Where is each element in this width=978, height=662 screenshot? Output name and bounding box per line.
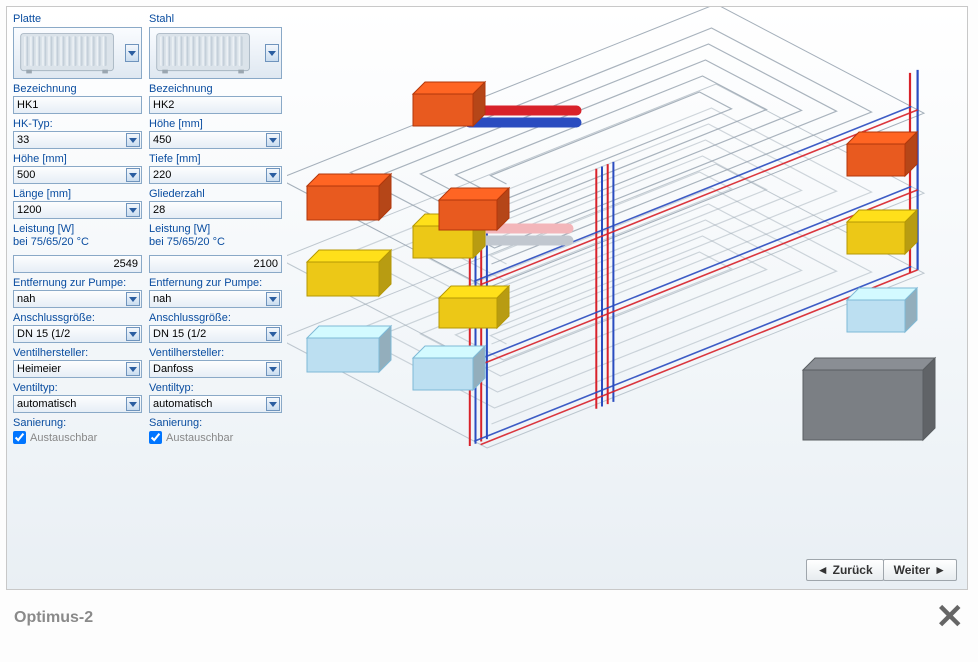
sanierung-label: Sanierung: [13, 417, 142, 429]
field-label: HK-Typ: [13, 118, 142, 130]
app-frame: Platte Bezeichnung HK-Typ: Höhe [mm] Län… [6, 6, 968, 590]
ventiltyp-label: Ventiltyp: [13, 382, 142, 394]
leistung-label: Leistung [W] [149, 223, 282, 235]
field-2-select[interactable] [13, 201, 142, 219]
field-1-select[interactable] [149, 166, 282, 184]
leistung-sub-label: bei 75/65/20 °C [149, 236, 282, 248]
hersteller-select[interactable] [13, 360, 142, 378]
field-label: Tiefe [mm] [149, 153, 282, 165]
ventiltyp-select[interactable] [13, 395, 142, 413]
radiator-column-1: Platte Bezeichnung HK-Typ: Höhe [mm] Län… [7, 7, 147, 589]
hersteller-label: Ventilhersteller: [149, 347, 282, 359]
field-1-select[interactable] [13, 166, 142, 184]
leistung-input[interactable] [149, 255, 282, 273]
bezeichnung-input[interactable] [149, 96, 282, 114]
field-label: Länge [mm] [13, 188, 142, 200]
radiator-type-dropdown[interactable] [265, 44, 279, 62]
anschluss-select[interactable] [149, 325, 282, 343]
heating-diagram [287, 7, 967, 589]
field-0-select[interactable] [13, 131, 142, 149]
radiator-thumb[interactable] [149, 27, 282, 79]
field-label: Höhe [mm] [13, 153, 142, 165]
radiator-type-dropdown[interactable] [125, 44, 139, 62]
entfernung-select[interactable] [13, 290, 142, 308]
entfernung-select[interactable] [149, 290, 282, 308]
anschluss-label: Anschlussgröße: [149, 312, 282, 324]
next-button[interactable]: Weiter ► [883, 559, 957, 581]
hersteller-select[interactable] [149, 360, 282, 378]
chevron-left-icon: ◄ [817, 563, 829, 577]
type-label: Platte [13, 13, 142, 25]
close-icon[interactable]: ✕ [936, 606, 965, 630]
leistung-input[interactable] [13, 255, 142, 273]
leistung-label: Leistung [W] [13, 223, 142, 235]
back-label: Zurück [833, 563, 873, 577]
entfernung-label: Entfernung zur Pumpe: [149, 277, 282, 289]
austauschbar-label: Austauschbar [166, 432, 233, 444]
austauschbar-label: Austauschbar [30, 432, 97, 444]
next-label: Weiter [894, 563, 930, 577]
leistung-sub-label: bei 75/65/20 °C [13, 236, 142, 248]
field-0-select[interactable] [149, 131, 282, 149]
austauschbar-checkbox[interactable] [149, 431, 162, 444]
back-button[interactable]: ◄ Zurück [806, 559, 884, 581]
page-footer: Optimus-2 ✕ [0, 596, 978, 634]
bezeichnung-label: Bezeichnung [13, 83, 142, 95]
bezeichnung-label: Bezeichnung [149, 83, 282, 95]
radiator-column-2: Stahl Bezeichnung Höhe [mm] Tiefe [mm] G… [147, 7, 287, 589]
anschluss-label: Anschlussgröße: [13, 312, 142, 324]
ventiltyp-label: Ventiltyp: [149, 382, 282, 394]
wizard-nav: ◄ Zurück Weiter ► [806, 559, 957, 581]
field-label: Höhe [mm] [149, 118, 282, 130]
entfernung-label: Entfernung zur Pumpe: [13, 277, 142, 289]
austauschbar-checkbox[interactable] [13, 431, 26, 444]
field-label: Gliederzahl [149, 188, 282, 200]
type-label: Stahl [149, 13, 282, 25]
anschluss-select[interactable] [13, 325, 142, 343]
chevron-right-icon: ► [934, 563, 946, 577]
field-2-input[interactable] [149, 201, 282, 219]
sanierung-label: Sanierung: [149, 417, 282, 429]
footer-title: Optimus-2 [14, 609, 93, 627]
ventiltyp-select[interactable] [149, 395, 282, 413]
hersteller-label: Ventilhersteller: [13, 347, 142, 359]
bezeichnung-input[interactable] [13, 96, 142, 114]
radiator-thumb[interactable] [13, 27, 142, 79]
